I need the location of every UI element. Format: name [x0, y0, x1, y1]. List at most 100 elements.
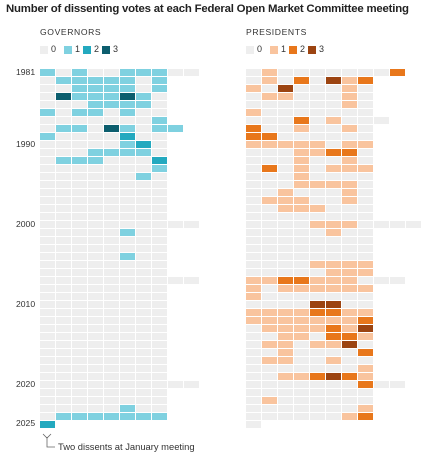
meeting-cell — [104, 205, 119, 212]
meeting-cell — [40, 109, 55, 116]
meeting-cell — [40, 341, 55, 348]
meeting-cell — [104, 317, 119, 324]
meeting-cell — [72, 253, 87, 260]
meeting-cell — [136, 117, 151, 124]
meeting-cell — [136, 341, 151, 348]
meeting-cell — [136, 293, 151, 300]
meeting-cell — [104, 309, 119, 316]
meeting-cell — [40, 229, 55, 236]
meeting-cell — [120, 85, 135, 92]
meeting-cell — [88, 397, 103, 404]
meeting-cell — [72, 197, 87, 204]
meeting-cell — [294, 205, 309, 212]
meeting-cell — [278, 109, 293, 116]
meeting-cell — [184, 69, 199, 76]
meeting-cell — [72, 261, 87, 268]
meeting-cell — [72, 373, 87, 380]
meeting-cell — [310, 85, 325, 92]
meeting-cell — [326, 277, 341, 284]
meeting-cell — [72, 333, 87, 340]
meeting-cell — [152, 277, 167, 284]
meeting-cell — [120, 245, 135, 252]
annotation-arrow-icon — [42, 433, 52, 439]
meeting-cell — [262, 173, 277, 180]
meeting-cell — [72, 109, 87, 116]
meeting-cell — [358, 293, 373, 300]
meeting-cell — [56, 149, 71, 156]
meeting-cell — [56, 341, 71, 348]
annotation-leader-line — [46, 437, 55, 448]
meeting-cell — [262, 85, 277, 92]
meeting-cell — [40, 357, 55, 364]
meeting-cell — [56, 157, 71, 164]
meeting-cell — [310, 101, 325, 108]
meeting-cell — [136, 165, 151, 172]
meeting-cell — [310, 221, 325, 228]
meeting-cell — [246, 157, 261, 164]
meeting-cell — [310, 117, 325, 124]
meeting-cell — [262, 373, 277, 380]
meeting-cell — [278, 301, 293, 308]
legend-swatch-3 — [308, 46, 316, 54]
meeting-cell — [278, 93, 293, 100]
meeting-cell — [310, 205, 325, 212]
chart-title: Number of dissenting votes at each Feder… — [6, 3, 409, 15]
meeting-cell — [294, 389, 309, 396]
meeting-cell — [246, 221, 261, 228]
meeting-cell — [390, 381, 405, 388]
meeting-cell — [152, 125, 167, 132]
meeting-cell — [40, 149, 55, 156]
meeting-cell — [294, 381, 309, 388]
meeting-cell — [262, 285, 277, 292]
meeting-cell — [390, 277, 405, 284]
meeting-cell — [278, 293, 293, 300]
meeting-cell — [278, 397, 293, 404]
year-label-2025: 2025 — [16, 418, 36, 428]
meeting-cell — [152, 261, 167, 268]
meeting-cell — [294, 333, 309, 340]
meeting-cell — [40, 365, 55, 372]
meeting-cell — [278, 365, 293, 372]
meeting-cell — [88, 197, 103, 204]
meeting-cell — [262, 269, 277, 276]
meeting-cell — [120, 205, 135, 212]
meeting-cell — [358, 301, 373, 308]
meeting-cell — [278, 85, 293, 92]
meeting-cell — [310, 229, 325, 236]
meeting-cell — [342, 333, 357, 340]
legend-swatch-2 — [289, 46, 297, 54]
meeting-cell — [246, 341, 261, 348]
meeting-cell — [358, 357, 373, 364]
meeting-cell — [152, 317, 167, 324]
meeting-cell — [310, 373, 325, 380]
meeting-cell — [294, 237, 309, 244]
meeting-cell — [358, 157, 373, 164]
meeting-cell — [342, 141, 357, 148]
meeting-cell — [72, 301, 87, 308]
meeting-cell — [262, 117, 277, 124]
meeting-cell — [326, 133, 341, 140]
meeting-cell — [152, 189, 167, 196]
meeting-cell — [56, 309, 71, 316]
meeting-cell — [246, 317, 261, 324]
meeting-cell — [56, 269, 71, 276]
meeting-cell — [326, 245, 341, 252]
meeting-cell — [152, 405, 167, 412]
meeting-cell — [262, 141, 277, 148]
meeting-cell — [120, 229, 135, 236]
meeting-cell — [120, 301, 135, 308]
legend-label-0: 0 — [51, 44, 57, 54]
meeting-cell — [294, 181, 309, 188]
year-label-2010: 2010 — [16, 299, 36, 309]
meeting-cell — [326, 77, 341, 84]
meeting-cell — [326, 413, 341, 420]
meeting-cell — [278, 149, 293, 156]
meeting-cell — [88, 245, 103, 252]
meeting-cell — [40, 301, 55, 308]
meeting-cell — [88, 77, 103, 84]
meeting-cell — [40, 389, 55, 396]
meeting-cell — [262, 349, 277, 356]
meeting-cell — [56, 389, 71, 396]
meeting-cell — [278, 413, 293, 420]
meeting-cell — [342, 309, 357, 316]
